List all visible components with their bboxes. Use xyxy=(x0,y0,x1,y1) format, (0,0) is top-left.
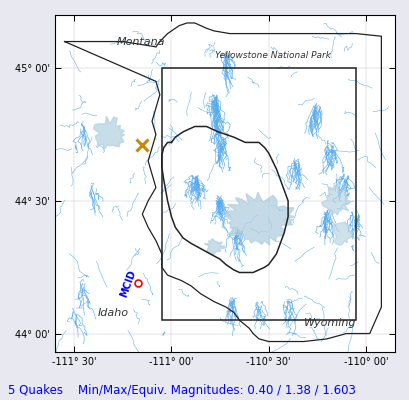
Bar xyxy=(162,68,355,320)
Text: Wyoming: Wyoming xyxy=(303,318,355,328)
Text: 5 Quakes    Min/Max/Equiv. Magnitudes: 0.40 / 1.38 / 1.603: 5 Quakes Min/Max/Equiv. Magnitudes: 0.40… xyxy=(8,384,355,397)
Text: Montana: Montana xyxy=(117,36,165,46)
Polygon shape xyxy=(93,116,124,150)
Text: Idaho: Idaho xyxy=(97,308,128,318)
Polygon shape xyxy=(332,222,352,245)
Polygon shape xyxy=(321,184,349,215)
Polygon shape xyxy=(225,192,294,246)
Polygon shape xyxy=(204,239,224,255)
Text: MCID: MCID xyxy=(119,269,138,299)
Text: Yellowstone National Park: Yellowstone National Park xyxy=(214,51,330,60)
